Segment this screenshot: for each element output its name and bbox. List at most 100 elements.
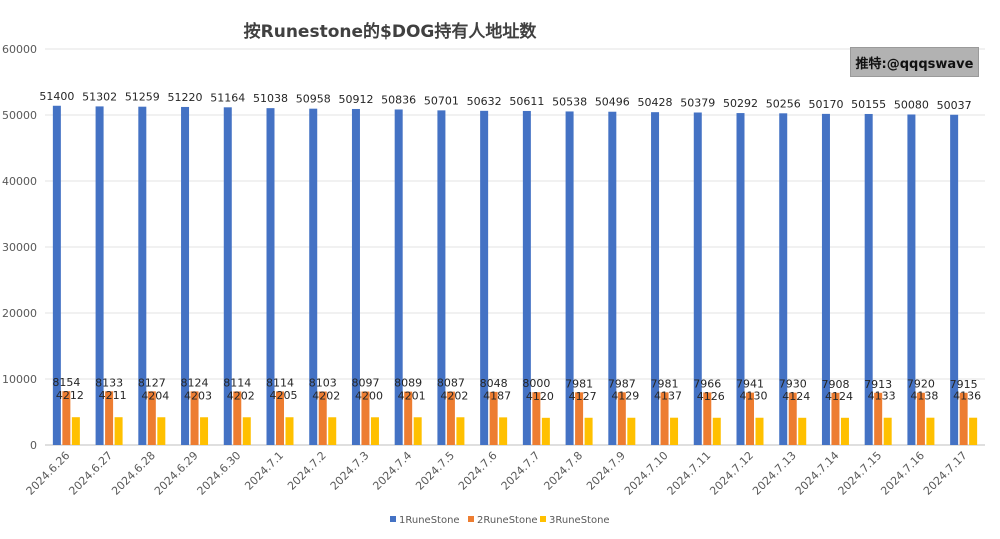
bar-3RuneStone bbox=[840, 417, 849, 445]
y-tick-label: 0 bbox=[30, 439, 37, 452]
data-label: 51259 bbox=[125, 91, 160, 104]
y-tick-label: 10000 bbox=[2, 373, 37, 386]
bar-3RuneStone bbox=[798, 417, 807, 445]
data-label: 7981 bbox=[565, 377, 593, 390]
bar-3RuneStone bbox=[670, 417, 679, 445]
data-label: 50912 bbox=[338, 93, 373, 106]
bar-3RuneStone bbox=[413, 417, 422, 445]
bar-1RuneStone bbox=[651, 112, 660, 445]
data-label: 50428 bbox=[638, 96, 673, 109]
data-label: 4130 bbox=[740, 390, 768, 403]
bar-2RuneStone bbox=[532, 392, 541, 445]
y-tick-label: 30000 bbox=[2, 241, 37, 254]
data-label: 50155 bbox=[851, 98, 886, 111]
data-label: 8087 bbox=[437, 377, 465, 390]
bar-3RuneStone bbox=[200, 417, 209, 445]
bar-2RuneStone bbox=[746, 392, 754, 445]
bar-3RuneStone bbox=[242, 417, 251, 445]
legend-label: 3RuneStone bbox=[549, 515, 610, 526]
data-label: 4133 bbox=[868, 390, 896, 403]
bar-2RuneStone bbox=[62, 391, 71, 445]
x-tick-label: 2024.7.17 bbox=[921, 449, 970, 498]
x-tick-label: 2024.7.13 bbox=[750, 449, 799, 498]
data-label: 7913 bbox=[864, 378, 892, 391]
x-axis-ticks: 2024.6.262024.6.272024.6.282024.6.292024… bbox=[24, 449, 970, 498]
data-label: 4127 bbox=[569, 390, 597, 403]
data-label: 4204 bbox=[141, 389, 169, 402]
data-label: 4202 bbox=[312, 389, 340, 402]
data-label: 8127 bbox=[138, 376, 166, 389]
bar-1RuneStone bbox=[907, 114, 916, 446]
bar-2RuneStone bbox=[874, 392, 883, 445]
bar-3RuneStone bbox=[71, 417, 80, 445]
bar-1RuneStone bbox=[693, 112, 702, 445]
legend-swatch bbox=[390, 516, 396, 522]
x-tick-label: 2024.7.16 bbox=[878, 449, 927, 498]
data-label: 50632 bbox=[467, 95, 502, 108]
bar-1RuneStone bbox=[437, 110, 446, 445]
data-label: 50080 bbox=[894, 98, 929, 111]
data-label: 50701 bbox=[424, 94, 459, 107]
x-tick-label: 2024.7.10 bbox=[622, 449, 671, 498]
bar-1RuneStone bbox=[95, 106, 104, 445]
data-label: 7941 bbox=[736, 378, 764, 391]
x-tick-label: 2024.7.4 bbox=[370, 449, 414, 493]
bar-1RuneStone bbox=[394, 109, 403, 446]
bar-2RuneStone bbox=[831, 392, 840, 445]
data-label: 4124 bbox=[825, 390, 853, 403]
bar-2RuneStone bbox=[276, 391, 284, 445]
data-label: 4205 bbox=[270, 389, 298, 402]
data-label: 4212 bbox=[56, 389, 84, 402]
bar-2RuneStone bbox=[446, 391, 455, 445]
x-tick-label: 2024.7.11 bbox=[665, 449, 714, 498]
data-label: 50836 bbox=[381, 93, 416, 106]
data-label: 50379 bbox=[680, 96, 715, 109]
data-label: 50170 bbox=[808, 98, 843, 111]
bar-1RuneStone bbox=[565, 111, 574, 445]
bar-3RuneStone bbox=[969, 417, 978, 445]
data-label: 8133 bbox=[95, 376, 123, 389]
bar-1RuneStone bbox=[266, 108, 275, 445]
data-label: 8114 bbox=[223, 376, 251, 389]
data-label: 7915 bbox=[950, 378, 978, 391]
bar-2RuneStone bbox=[617, 392, 626, 445]
data-label: 4137 bbox=[654, 390, 682, 403]
data-label: 8089 bbox=[394, 377, 422, 390]
data-label: 7966 bbox=[693, 377, 721, 390]
bar-3RuneStone bbox=[370, 417, 379, 445]
data-label: 4187 bbox=[483, 389, 511, 402]
data-label: 4200 bbox=[355, 389, 383, 402]
chart-title: 按Runestone的$DOG持有人地址数 bbox=[244, 21, 538, 42]
x-tick-label: 2024.7.2 bbox=[285, 449, 329, 493]
x-tick-label: 2024.7.9 bbox=[584, 449, 628, 493]
bar-2RuneStone bbox=[404, 391, 413, 445]
bar-1RuneStone bbox=[950, 114, 959, 445]
data-label: 50958 bbox=[296, 93, 331, 106]
y-tick-label: 60000 bbox=[2, 43, 37, 56]
bar-1RuneStone bbox=[223, 107, 232, 445]
data-label: 7930 bbox=[779, 378, 807, 391]
y-tick-label: 20000 bbox=[2, 307, 37, 320]
bar-2RuneStone bbox=[190, 391, 199, 445]
bar-1RuneStone bbox=[309, 108, 318, 446]
bar-2RuneStone bbox=[916, 392, 925, 445]
data-label: 8048 bbox=[480, 377, 508, 390]
bar-2RuneStone bbox=[361, 391, 370, 445]
bar-1RuneStone bbox=[864, 113, 873, 446]
bar-3RuneStone bbox=[755, 417, 764, 445]
data-label: 8124 bbox=[181, 376, 209, 389]
x-tick-label: 2024.7.3 bbox=[328, 449, 372, 493]
data-label: 8114 bbox=[266, 376, 294, 389]
data-label: 7908 bbox=[821, 378, 849, 391]
bar-1RuneStone bbox=[779, 113, 788, 446]
bar-3RuneStone bbox=[499, 417, 508, 445]
bar-3RuneStone bbox=[285, 417, 294, 445]
legend-label: 1RuneStone bbox=[399, 515, 460, 526]
y-tick-label: 50000 bbox=[2, 109, 37, 122]
legend-label: 2RuneStone bbox=[477, 515, 538, 526]
x-tick-label: 2024.6.29 bbox=[152, 449, 201, 498]
data-label: 51302 bbox=[82, 90, 117, 103]
bar-1RuneStone bbox=[736, 113, 745, 445]
bar-1RuneStone bbox=[138, 106, 147, 445]
